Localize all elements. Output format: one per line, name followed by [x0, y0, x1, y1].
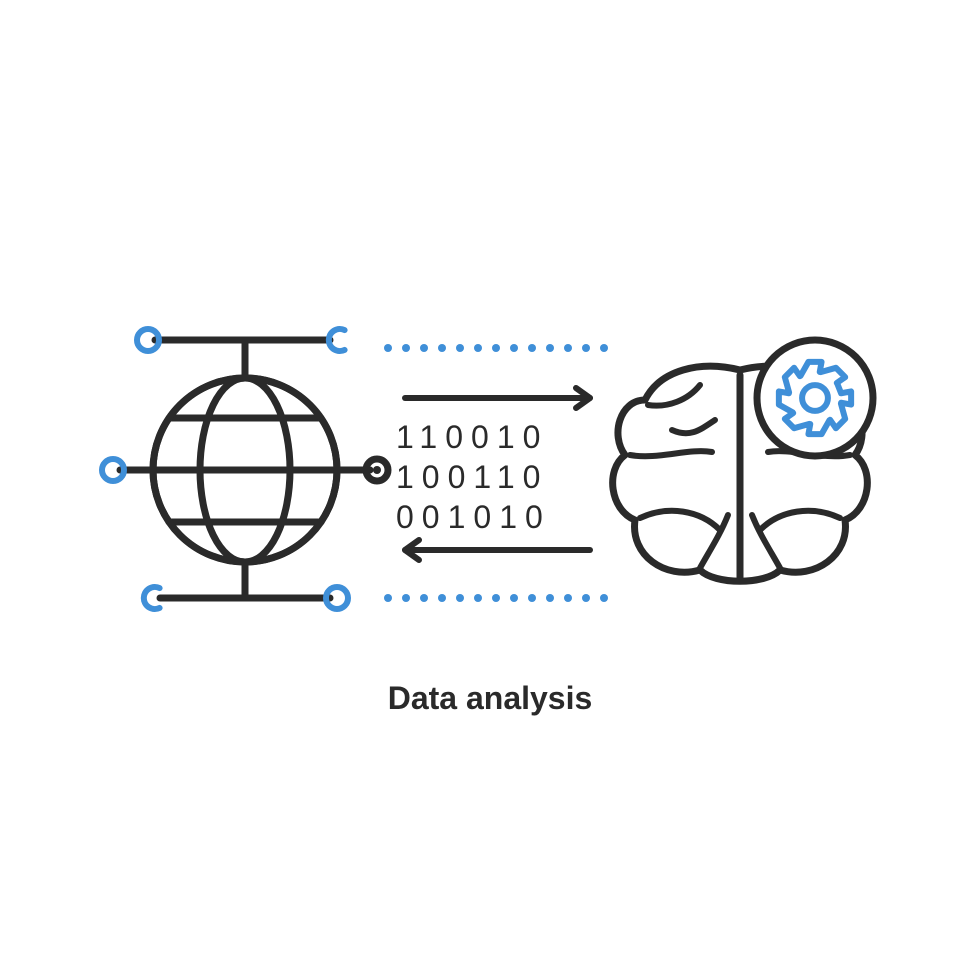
- gear-badge-circle: [757, 340, 873, 456]
- caption-label: Data analysis: [0, 680, 980, 717]
- binary-code-block: 110010 100110 001010: [396, 417, 551, 537]
- infographic-stage: 110010 100110 001010 Data analysis: [0, 0, 980, 980]
